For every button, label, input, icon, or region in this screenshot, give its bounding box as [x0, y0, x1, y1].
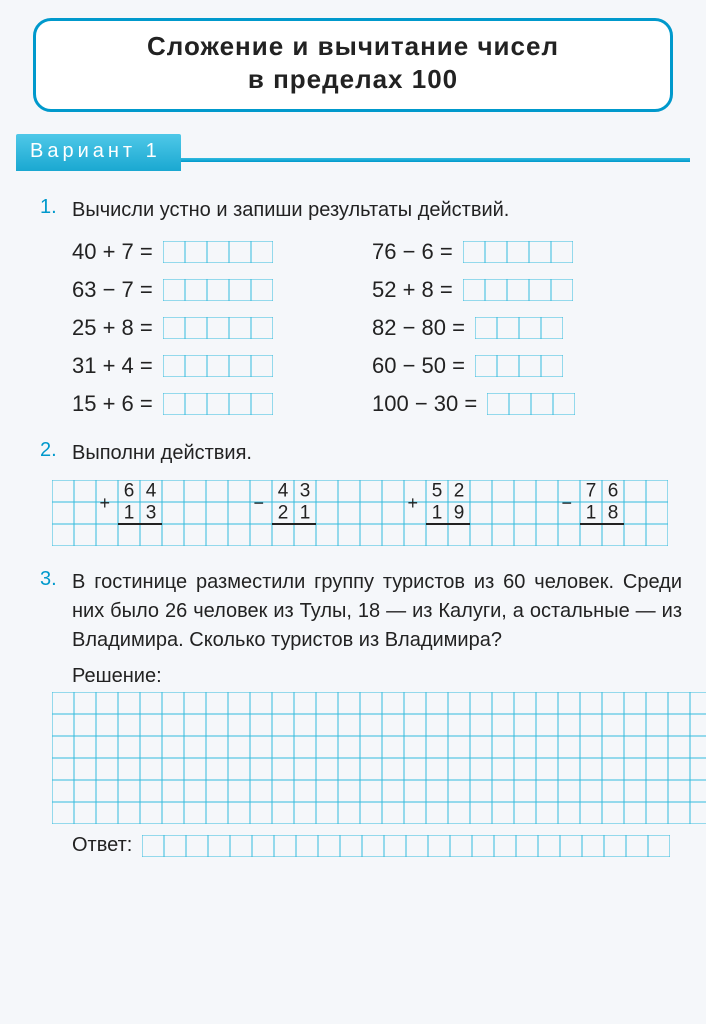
answer-box[interactable]	[475, 355, 563, 377]
task-3: 3. В гостинице разместили группу туристо…	[40, 568, 682, 857]
svg-text:4: 4	[278, 481, 289, 502]
title-line-1: Сложение и вычитание чисел	[56, 31, 650, 62]
answer-box[interactable]	[487, 393, 575, 415]
svg-text:−: −	[254, 493, 265, 513]
solution-label: Решение:	[72, 665, 682, 688]
solution-grid[interactable]	[52, 692, 682, 824]
svg-text:1: 1	[300, 503, 311, 524]
equation: 40 + 7 =	[72, 239, 372, 265]
equation: 63 − 7 =	[72, 277, 372, 303]
svg-text:2: 2	[454, 481, 465, 502]
task-2: 2. Выполни действия. +6143−4231+5129−716…	[40, 439, 682, 546]
variant-tab: Вариант 1	[16, 134, 181, 171]
task-2-text: Выполни действия.	[72, 439, 682, 468]
task-3-number: 3.	[40, 568, 62, 591]
task-3-text: В гостинице разместили группу туристов и…	[72, 568, 682, 655]
task-2-number: 2.	[40, 439, 62, 462]
equation-expression: 40 + 7 =	[72, 239, 159, 265]
answer-label: Ответ:	[72, 834, 132, 857]
answer-box[interactable]	[163, 355, 273, 377]
svg-text:5: 5	[432, 481, 443, 502]
svg-text:3: 3	[300, 481, 311, 502]
svg-text:+: +	[100, 493, 111, 513]
task-1-number: 1.	[40, 196, 62, 219]
task-1: 1. Вычисли устно и запиши результаты дей…	[40, 196, 682, 417]
svg-text:+: +	[408, 493, 419, 513]
equation-expression: 60 − 50 =	[372, 353, 471, 379]
equation: 76 − 6 =	[372, 239, 692, 265]
svg-text:7: 7	[586, 481, 597, 502]
answer-box[interactable]	[163, 393, 273, 415]
equation-expression: 82 − 80 =	[372, 315, 471, 341]
equation: 82 − 80 =	[372, 315, 692, 341]
answer-box[interactable]	[163, 317, 273, 339]
svg-text:4: 4	[146, 481, 157, 502]
equation-expression: 31 + 4 =	[72, 353, 159, 379]
equation-expression: 76 − 6 =	[372, 239, 459, 265]
svg-text:1: 1	[586, 503, 597, 524]
answer-box[interactable]	[163, 279, 273, 301]
equation: 25 + 8 =	[72, 315, 372, 341]
svg-text:8: 8	[608, 503, 619, 524]
equation: 60 − 50 =	[372, 353, 692, 379]
equation-expression: 52 + 8 =	[372, 277, 459, 303]
task-1-text: Вычисли устно и запиши результаты действ…	[72, 196, 682, 225]
variant-bar: Вариант 1	[16, 134, 690, 170]
equation-expression: 15 + 6 =	[72, 391, 159, 417]
task-1-equations: 40 + 7 = 76 − 6 = 63 − 7 = 52 + 8 = 25 +…	[72, 239, 682, 417]
svg-text:−: −	[562, 493, 573, 513]
answer-box[interactable]	[163, 241, 273, 263]
title-line-2: в пределах 100	[56, 64, 650, 95]
answer-box[interactable]	[463, 241, 573, 263]
answer-box[interactable]	[475, 317, 563, 339]
svg-text:3: 3	[146, 503, 157, 524]
svg-text:6: 6	[608, 481, 619, 502]
answer-grid[interactable]	[142, 835, 670, 857]
svg-text:9: 9	[454, 503, 465, 524]
equation-expression: 63 − 7 =	[72, 277, 159, 303]
svg-text:1: 1	[124, 503, 135, 524]
equation: 31 + 4 =	[72, 353, 372, 379]
svg-text:2: 2	[278, 503, 289, 524]
task-2-column-work: +6143−4231+5129−7168	[52, 480, 682, 546]
equation: 15 + 6 =	[72, 391, 372, 417]
equation: 52 + 8 =	[372, 277, 692, 303]
svg-text:6: 6	[124, 481, 135, 502]
equation: 100 − 30 =	[372, 391, 692, 417]
page-title-box: Сложение и вычитание чисел в пределах 10…	[33, 18, 673, 112]
svg-text:1: 1	[432, 503, 443, 524]
equation-expression: 100 − 30 =	[372, 391, 483, 417]
answer-box[interactable]	[463, 279, 573, 301]
equation-expression: 25 + 8 =	[72, 315, 159, 341]
